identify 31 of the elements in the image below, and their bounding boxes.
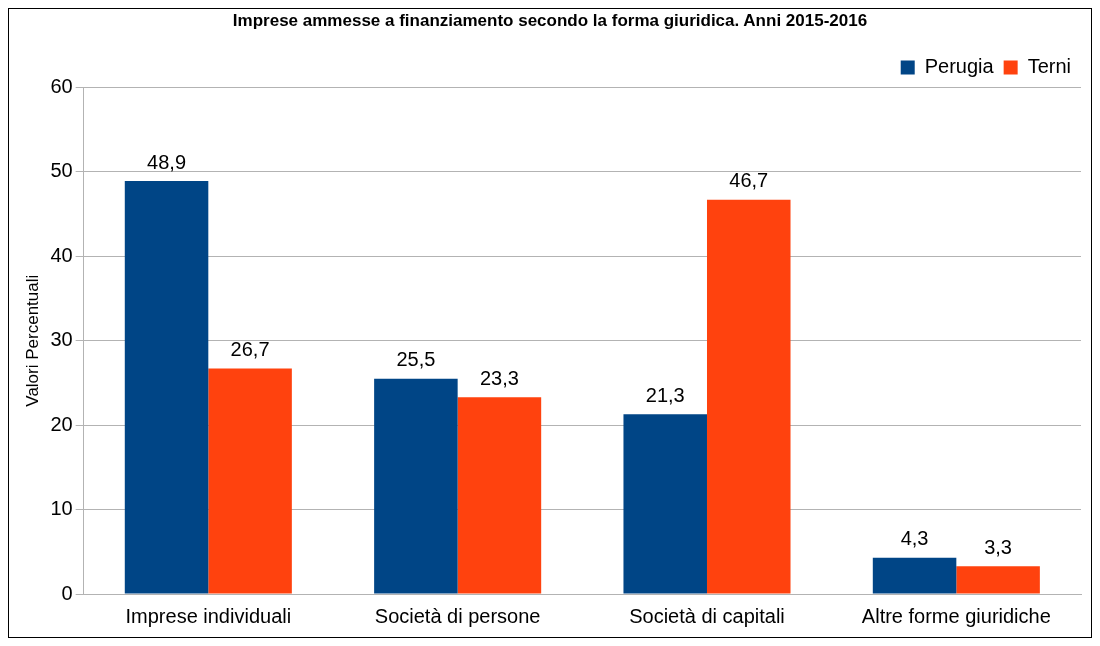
y-tick-label: 50: [50, 159, 73, 182]
bar: [208, 368, 292, 594]
x-tick-label: Imprese individuali: [125, 604, 292, 627]
legend-label: Perugia: [924, 54, 995, 77]
data-label: 25,5: [396, 348, 436, 371]
data-label: 46,7: [729, 169, 769, 192]
y-tick-label: 40: [50, 243, 73, 266]
x-tick-label: Società di persone: [374, 604, 541, 627]
bar: [124, 181, 209, 594]
y-tick-label: 10: [50, 497, 73, 520]
bar: [374, 378, 458, 594]
x-tick-label: Altre forme giuridiche: [861, 604, 1051, 627]
data-label: 21,3: [645, 383, 685, 406]
y-tick-label: 0: [61, 581, 73, 604]
bar: [872, 557, 957, 594]
bar: [623, 414, 707, 594]
y-tick-label: 20: [50, 412, 73, 435]
data-label: 23,3: [479, 366, 519, 389]
bar: [457, 397, 542, 594]
bar: [956, 566, 1040, 594]
legend-label: Terni: [1027, 54, 1072, 77]
bar: [706, 199, 791, 594]
data-label: 26,7: [230, 338, 270, 361]
data-label: 48,9: [147, 150, 187, 173]
data-label: 4,3: [900, 527, 929, 550]
y-axis-title: Valori Percentuali: [22, 274, 42, 407]
data-label: 3,3: [984, 535, 1012, 558]
y-tick-label: 30: [50, 328, 73, 351]
x-tick-label: Società di capitali: [629, 604, 785, 627]
y-tick-label: 60: [50, 74, 73, 97]
chart-title: Imprese ammesse a finanziamento secondo la forma giuridica. Anni 2015-2016: [232, 10, 868, 30]
